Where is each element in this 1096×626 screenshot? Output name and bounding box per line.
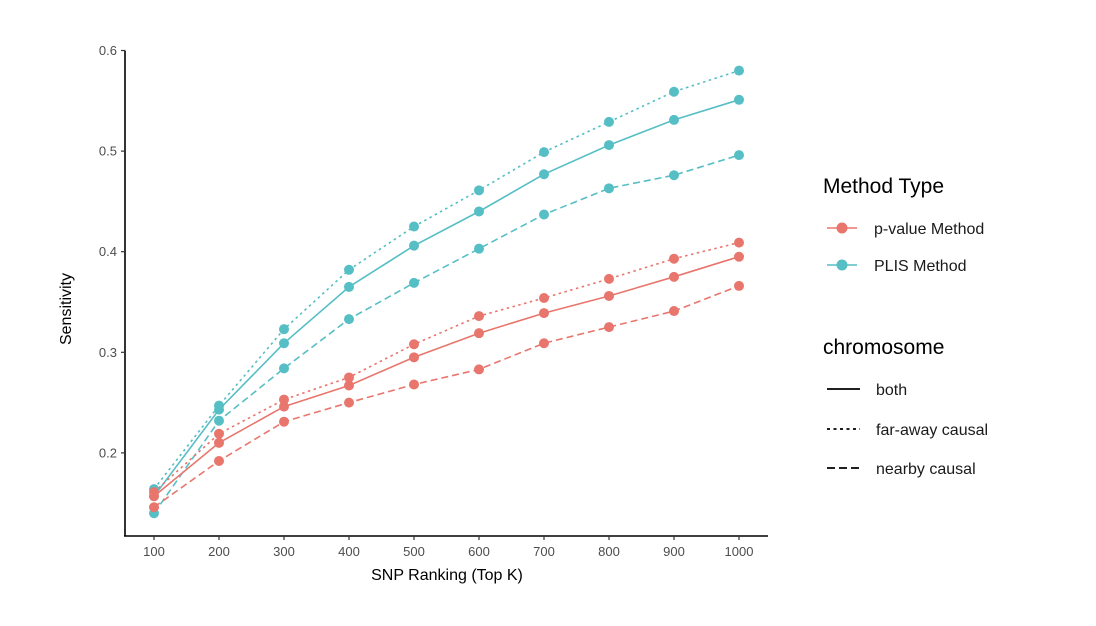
data-point-p-value-method-far-away-causal [604,273,614,284]
data-point-plis-method-both [279,338,289,349]
data-point-plis-method-far-away-causal [604,116,614,127]
x-tick-label: 500 [403,544,425,559]
legend-key-point-plis [836,259,848,271]
legend-method-type: Method Type p-value Method PLIS Method [823,175,984,275]
data-point-p-value-method-both [539,308,549,319]
data-point-p-value-method-both [734,251,744,262]
y-tick-label: 0.5 [99,144,117,159]
data-point-p-value-method-nearby-causal [539,338,549,349]
legend-entry-p-value-method: p-value Method [827,221,984,238]
data-point-p-value-method-nearby-causal [279,416,289,427]
data-point-p-value-method-far-away-causal [279,394,289,405]
data-point-p-value-method-nearby-causal [149,502,159,513]
data-point-p-value-method-both [669,271,679,282]
data-point-plis-method-far-away-causal [409,221,419,232]
data-point-p-value-method-both [214,437,224,448]
y-tick-label: 0.3 [99,345,117,360]
data-point-p-value-method-both [344,380,354,391]
legend-label-p-value-method: p-value Method [874,221,984,238]
data-point-plis-method-nearby-causal [344,314,354,325]
data-point-p-value-method-nearby-causal [409,379,419,390]
data-point-p-value-method-nearby-causal [214,455,224,466]
data-point-plis-method-both [604,140,614,151]
data-point-plis-method-far-away-causal [669,86,679,97]
series-line-plis-method-far-away-causal [153,69,740,490]
plot-lines [153,69,740,514]
legend-title-method-type: Method Type [823,175,944,198]
x-tick-label: 1000 [725,544,754,559]
x-tick-label: 300 [273,544,295,559]
x-tick-label: 800 [598,544,620,559]
legend-label-both: both [876,382,907,399]
data-point-plis-method-both [539,169,549,180]
data-point-p-value-method-both [149,491,159,502]
legend-entry-both: both [827,382,907,399]
x-tick-label: 700 [533,544,555,559]
data-point-plis-method-both [344,281,354,292]
data-point-p-value-method-nearby-causal [344,397,354,408]
legend-entry-plis-method: PLIS Method [827,258,967,275]
data-point-plis-method-both [214,404,224,415]
data-point-plis-method-far-away-causal [344,264,354,275]
y-tick-label: 0.6 [99,43,117,58]
data-point-p-value-method-far-away-causal [214,428,224,439]
data-point-plis-method-far-away-causal [539,147,549,158]
data-point-p-value-method-far-away-causal [734,237,744,248]
data-point-plis-method-nearby-causal [214,415,224,426]
data-point-p-value-method-nearby-causal [669,306,679,317]
data-point-p-value-method-far-away-causal [474,311,484,322]
series-line-p-value-method-both [153,255,740,497]
series-line-plis-method-nearby-causal [153,154,740,514]
data-point-plis-method-far-away-causal [279,324,289,335]
series-line-plis-method-both [153,99,740,497]
data-point-plis-method-nearby-causal [604,183,614,194]
data-point-p-value-method-both [409,352,419,363]
data-point-p-value-method-far-away-causal [669,253,679,264]
data-point-p-value-method-both [474,328,484,339]
data-point-plis-method-both [669,114,679,125]
legend-label-plis-method: PLIS Method [874,258,967,275]
legend-label-far-away-causal: far-away causal [876,422,988,439]
data-point-p-value-method-far-away-causal [409,339,419,350]
data-point-plis-method-far-away-causal [474,185,484,196]
plot-points [149,65,744,519]
data-point-plis-method-both [409,240,419,251]
legend-label-nearby-causal: nearby causal [876,461,976,478]
x-tick-label: 200 [208,544,230,559]
data-point-plis-method-nearby-causal [474,243,484,254]
x-tick-label: 100 [143,544,165,559]
legend-chromosome: chromosome both far-away causal nearby c… [823,336,988,478]
data-point-p-value-method-both [279,401,289,412]
x-axis-ticks: 100 200 300 400 500 600 700 800 900 1000 [143,536,753,559]
data-point-plis-method-nearby-causal [669,170,679,181]
data-point-plis-method-nearby-causal [539,209,549,220]
legend-key-point-p-value [836,222,848,234]
legend-entry-far-away-causal: far-away causal [827,422,988,439]
legend-entry-nearby-causal: nearby causal [827,461,976,478]
data-point-plis-method-nearby-causal [409,277,419,288]
data-point-p-value-method-nearby-causal [734,280,744,291]
legend-title-chromosome: chromosome [823,336,944,359]
data-point-plis-method-nearby-causal [734,150,744,161]
x-axis-title: SNP Ranking (Top K) [371,567,523,584]
y-tick-label: 0.4 [99,244,117,259]
y-axis-title: Sensitivity [58,273,75,345]
data-point-p-value-method-far-away-causal [539,292,549,303]
data-point-p-value-method-both [604,290,614,301]
series-line-p-value-method-far-away-causal [153,241,740,493]
series-line-p-value-method-nearby-causal [153,285,740,508]
data-point-plis-method-nearby-causal [279,363,289,374]
x-tick-label: 900 [663,544,685,559]
data-point-plis-method-both [734,94,744,105]
y-tick-label: 0.2 [99,445,117,460]
y-axis-ticks: 0.2 0.3 0.4 0.5 0.6 [99,43,125,460]
data-point-plis-method-far-away-causal [734,65,744,76]
data-point-p-value-method-nearby-causal [474,364,484,375]
x-tick-label: 400 [338,544,360,559]
data-point-plis-method-both [474,206,484,217]
data-point-p-value-method-nearby-causal [604,322,614,333]
x-tick-label: 600 [468,544,490,559]
data-point-p-value-method-far-away-causal [344,372,354,383]
